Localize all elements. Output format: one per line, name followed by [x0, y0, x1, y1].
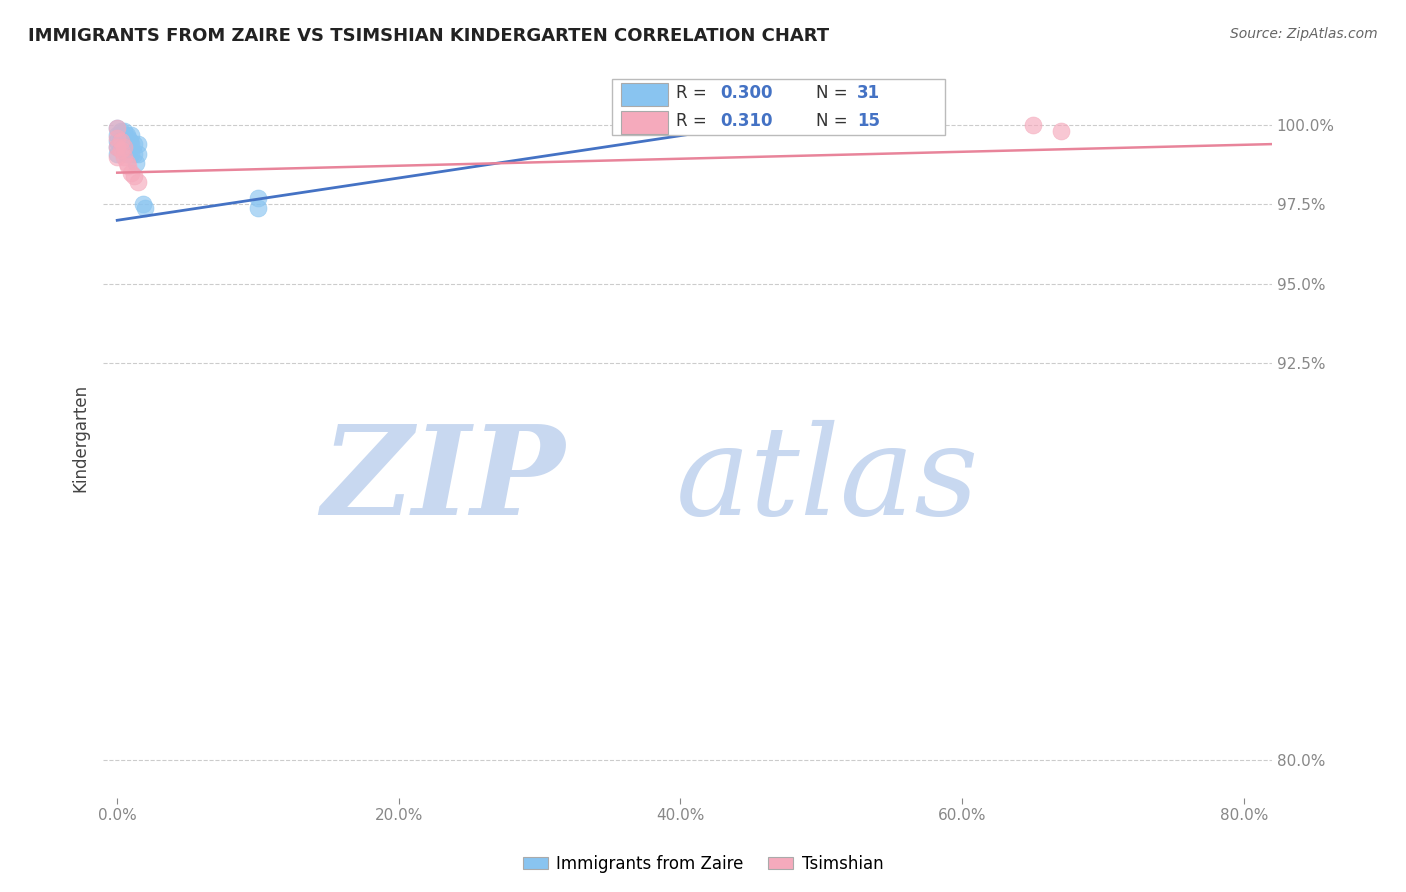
Y-axis label: Kindergarten: Kindergarten: [72, 384, 89, 491]
Point: [105, 150, 128, 164]
Text: ZIP: ZIP: [321, 420, 565, 541]
Point: [115, 146, 138, 161]
Text: R =: R =: [676, 112, 711, 129]
Point: [117, 140, 139, 154]
Text: 0.310: 0.310: [720, 112, 773, 129]
Text: N =: N =: [815, 112, 853, 129]
Point: [120, 137, 142, 152]
Point: [122, 137, 145, 152]
Point: [247, 201, 270, 215]
Point: [131, 197, 153, 211]
Point: [112, 134, 135, 148]
Text: IMMIGRANTS FROM ZAIRE VS TSIMSHIAN KINDERGARTEN CORRELATION CHART: IMMIGRANTS FROM ZAIRE VS TSIMSHIAN KINDE…: [28, 27, 830, 45]
Legend: Immigrants from Zaire, Tsimshian: Immigrants from Zaire, Tsimshian: [516, 848, 890, 880]
Point: [1049, 124, 1071, 138]
Point: [118, 134, 141, 148]
Point: [110, 130, 132, 145]
Point: [112, 140, 135, 154]
Point: [105, 121, 128, 136]
Point: [115, 128, 138, 142]
Point: [118, 144, 141, 158]
Text: atlas: atlas: [676, 420, 980, 541]
Point: [120, 166, 142, 180]
Text: 15: 15: [858, 112, 880, 129]
Point: [117, 130, 139, 145]
Point: [1021, 118, 1043, 132]
Point: [122, 169, 145, 183]
Text: 31: 31: [858, 84, 880, 103]
Text: N =: N =: [815, 84, 853, 103]
Point: [127, 175, 149, 189]
Point: [127, 146, 149, 161]
Point: [122, 146, 145, 161]
Point: [105, 134, 128, 148]
FancyBboxPatch shape: [621, 83, 668, 106]
Point: [112, 124, 135, 138]
Point: [110, 124, 132, 138]
Point: [105, 140, 128, 154]
Point: [127, 137, 149, 152]
Point: [124, 156, 146, 170]
Point: [110, 140, 132, 154]
Point: [110, 144, 132, 158]
Point: [117, 159, 139, 173]
Point: [105, 140, 128, 154]
Point: [110, 134, 132, 148]
Point: [247, 191, 270, 205]
Point: [115, 156, 138, 170]
Point: [740, 118, 762, 132]
Point: [105, 121, 128, 136]
FancyBboxPatch shape: [612, 78, 945, 135]
Point: [105, 128, 128, 142]
Point: [112, 144, 135, 158]
Point: [112, 150, 135, 164]
FancyBboxPatch shape: [621, 111, 668, 134]
Point: [105, 130, 128, 145]
Text: 0.300: 0.300: [720, 84, 773, 103]
Point: [115, 137, 138, 152]
Point: [105, 146, 128, 161]
Point: [120, 128, 142, 142]
Point: [120, 146, 142, 161]
Text: Source: ZipAtlas.com: Source: ZipAtlas.com: [1230, 27, 1378, 41]
Text: R =: R =: [676, 84, 711, 103]
Point: [134, 201, 156, 215]
